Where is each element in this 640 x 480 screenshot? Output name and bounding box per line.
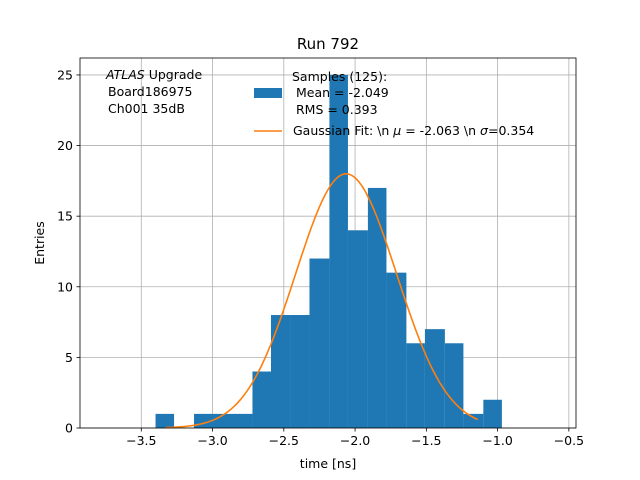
legend-fit-sigma-text: =0.354 (488, 123, 534, 138)
y-tick-label: 5 (65, 350, 73, 365)
legend-hist-line-2: Mean = -2.049 (292, 85, 389, 100)
histogram-bar (213, 413, 233, 428)
histogram-bar (290, 315, 310, 428)
x-tick-label: −0.5 (554, 433, 584, 448)
y-tick-label: 25 (57, 67, 73, 82)
annotation-line-3: Ch001 35dB (108, 101, 185, 116)
plot-frame (79, 57, 577, 429)
x-axis-label: time [ns] (300, 456, 356, 471)
legend-fit-mu-symbol: μ (392, 123, 401, 138)
x-axis-ticks: −3.5 −3.0 −2.5 −2.0 −1.5 −1.0 −0.5 (126, 428, 584, 448)
histogram-bar (347, 230, 368, 428)
histogram-bar (309, 258, 330, 428)
annotation-upgrade: Upgrade (145, 67, 203, 82)
y-axis-label: Entries (32, 221, 47, 265)
histogram-bar (386, 272, 407, 428)
histogram-bar (406, 343, 425, 428)
legend-fit-sigma-symbol: σ (480, 123, 489, 138)
histogram-bar (252, 371, 271, 428)
x-tick-label: −1.5 (411, 433, 441, 448)
legend-hist-swatch (254, 88, 282, 98)
fit-curve-group (165, 173, 478, 429)
legend-fit-mu-text: = -2.063 \n (401, 123, 480, 138)
chart-title: Run 792 (297, 35, 359, 53)
x-tick-label: −3.5 (126, 433, 156, 448)
y-tick-label: 10 (57, 279, 73, 294)
histogram-bar (424, 329, 445, 428)
legend-fit-label: Gaussian Fit: \n μ = -2.063 \n σ=0.354 (293, 123, 534, 138)
histogram-bar (155, 413, 175, 428)
legend: Samples (125): Mean = -2.049 RMS = 0.393… (254, 69, 534, 138)
histogram-bar (463, 413, 484, 428)
annotation-line-2: Board186975 (108, 84, 192, 99)
histogram-bar (367, 187, 387, 428)
annotation-atlas: ATLAS (105, 67, 145, 82)
y-tick-label: 15 (57, 209, 73, 224)
histogram-bar (270, 315, 291, 428)
x-tick-label: −2.5 (269, 433, 299, 448)
y-axis-ticks: 0 5 10 15 20 25 (57, 67, 80, 436)
legend-hist-line-1: Samples (125): (292, 69, 387, 84)
annotation-line-1: ATLAS Upgrade (105, 67, 202, 82)
x-tick-label: −1.0 (482, 433, 512, 448)
y-tick-label: 0 (65, 421, 73, 436)
y-tick-label: 20 (57, 138, 73, 153)
x-tick-label: −3.0 (197, 433, 227, 448)
histogram-bar (329, 74, 348, 428)
atlas-annotation: ATLAS Upgrade Board186975 Ch001 35dB (105, 67, 202, 116)
x-tick-label: −2.0 (340, 433, 370, 448)
histogram-bars (155, 74, 502, 428)
gaussian-fit-line (165, 173, 478, 429)
histogram-bar (444, 343, 464, 428)
legend-hist-line-3: RMS = 0.393 (292, 102, 378, 117)
histogram-bar (232, 413, 253, 428)
legend-fit-prefix: Gaussian Fit: \n (293, 123, 393, 138)
histogram-bar (483, 399, 502, 428)
